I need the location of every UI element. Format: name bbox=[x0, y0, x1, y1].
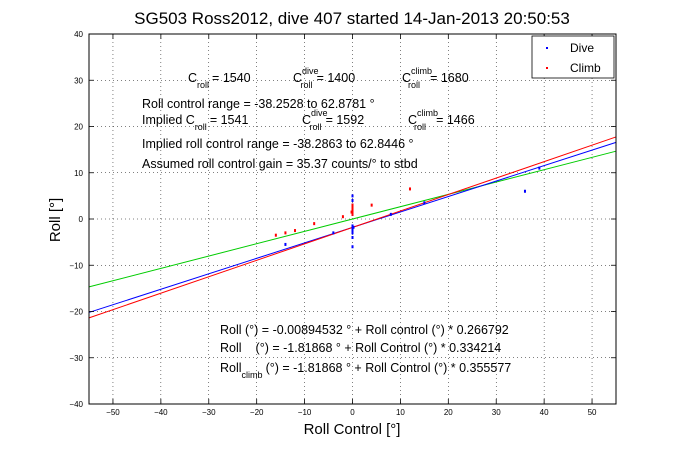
x-tick-label: 0 bbox=[350, 408, 355, 417]
data-point-dive bbox=[352, 225, 355, 229]
annotation-top: Croll = 1540 Cdive roll = 1400 Cclimb roll = … bbox=[142, 66, 475, 171]
fit-line bbox=[88, 150, 617, 288]
y-tick-label: −30 bbox=[69, 354, 83, 363]
data-point-climb bbox=[351, 208, 354, 212]
data-point-climb bbox=[294, 229, 297, 233]
data-point-dive bbox=[351, 245, 354, 249]
y-tick-label: −40 bbox=[69, 400, 83, 409]
legend-dive-label: Dive bbox=[570, 41, 594, 55]
data-point-dive bbox=[538, 166, 541, 170]
c-roll-text: Croll = 1540 bbox=[188, 71, 251, 90]
data-point-dive bbox=[351, 194, 354, 198]
x-tick-label: −10 bbox=[298, 408, 312, 417]
gain-text: Assumed roll control gain = 35.37 counts… bbox=[142, 157, 418, 171]
data-point-climb bbox=[341, 215, 344, 219]
data-point-climb bbox=[351, 205, 354, 209]
implied-c-roll-climb-text: Cclimb roll = 1466 bbox=[408, 108, 475, 132]
implied-c-roll-dive-text: Cdive roll = 1592 bbox=[302, 108, 364, 132]
x-tick-label: −40 bbox=[154, 408, 168, 417]
x-tick-label: 20 bbox=[444, 408, 453, 417]
x-tick-label: −50 bbox=[106, 408, 120, 417]
data-point-dive bbox=[523, 189, 526, 193]
y-tick-label: 0 bbox=[79, 215, 84, 224]
data-point-climb bbox=[370, 203, 373, 207]
data-point-climb bbox=[313, 222, 316, 226]
annotation-bottom: Roll (°) = -0.00894532 ° + Roll control … bbox=[220, 323, 511, 380]
equation-all: Roll (°) = -0.00894532 ° + Roll control … bbox=[220, 323, 509, 337]
data-points bbox=[274, 166, 541, 249]
y-tick-label: 20 bbox=[74, 123, 83, 132]
data-point-dive bbox=[332, 231, 335, 235]
axis-ticks: −50 −40 −30 −20 −10 0 10 20 30 40 50 −40 −30 −20 −10 0 1… bbox=[69, 30, 616, 417]
data-point-climb bbox=[408, 187, 411, 191]
x-tick-label: −30 bbox=[202, 408, 216, 417]
c-roll-climb-text: Cclimb roll = 1680 bbox=[402, 66, 469, 90]
data-point-climb bbox=[274, 233, 277, 237]
y-axis-label: Roll [°] bbox=[47, 198, 64, 242]
x-tick-label: 10 bbox=[396, 408, 405, 417]
y-tick-label: 40 bbox=[74, 30, 83, 39]
data-point-climb bbox=[284, 231, 287, 235]
equation-dive: Roll (°) = -1.81868 ° + Roll Control (°) … bbox=[220, 341, 501, 355]
legend-dive-marker bbox=[546, 47, 548, 49]
x-axis-label: Roll Control [°] bbox=[304, 421, 401, 438]
chart-title: SG503 Ross2012, dive 407 started 14-Jan-… bbox=[134, 9, 570, 28]
data-point-climb bbox=[351, 203, 354, 207]
x-tick-label: 50 bbox=[588, 408, 597, 417]
x-tick-label: 30 bbox=[492, 408, 501, 417]
data-point-dive bbox=[351, 236, 354, 239]
legend: Dive Climb bbox=[531, 35, 615, 79]
data-point-dive bbox=[351, 229, 354, 233]
y-tick-label: 10 bbox=[74, 169, 83, 178]
data-point-dive bbox=[351, 231, 354, 235]
roll-control-range-text: Roll control range = -38.2528 to 62.8781… bbox=[142, 97, 375, 111]
grid bbox=[89, 33, 616, 405]
data-point-climb bbox=[350, 210, 353, 214]
legend-climb-marker bbox=[546, 67, 548, 69]
data-point-dive bbox=[389, 212, 392, 216]
data-point-dive bbox=[284, 242, 287, 246]
legend-climb-label: Climb bbox=[570, 61, 601, 75]
c-roll-dive-text: Cdive roll = 1400 bbox=[293, 66, 355, 90]
y-tick-label: 30 bbox=[74, 76, 83, 85]
x-tick-label: −20 bbox=[250, 408, 264, 417]
y-tick-label: −20 bbox=[69, 308, 83, 317]
data-point-dive bbox=[423, 201, 426, 205]
implied-c-roll-text: Implied Croll = 1541 bbox=[142, 113, 248, 132]
implied-range-text: Implied roll control range = -38.2863 to… bbox=[142, 137, 414, 151]
x-tick-label: 40 bbox=[540, 408, 549, 417]
equation-climb: Rollclimb (°) = -1.81868 ° + Roll Control… bbox=[220, 361, 511, 380]
y-tick-label: −10 bbox=[69, 261, 83, 270]
data-point-climb bbox=[351, 212, 354, 216]
data-point-dive bbox=[351, 199, 354, 202]
